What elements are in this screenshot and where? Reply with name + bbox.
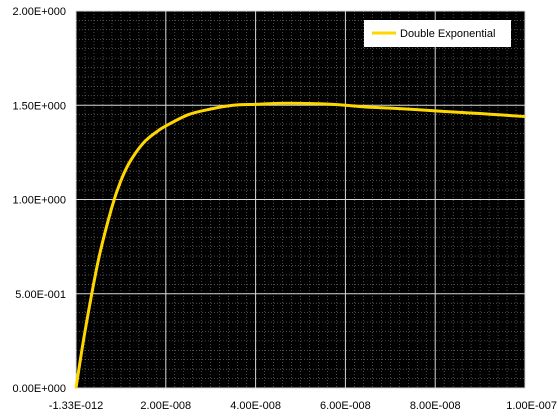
data-point (322, 103, 324, 105)
data-point (111, 206, 113, 208)
legend-label: Double Exponential (400, 28, 495, 40)
x-tick-label: 6.00E-008 (320, 400, 371, 412)
x-tick-label: 4.00E-008 (230, 400, 281, 412)
data-point (479, 112, 481, 115)
x-tick-label: 1.00E-007 (506, 400, 557, 412)
data-point (277, 102, 279, 105)
data-point (156, 130, 158, 133)
data-point (434, 110, 437, 112)
data-point (344, 104, 347, 107)
data-point (367, 106, 369, 108)
data-point (456, 111, 459, 114)
y-tick-label: 5.00E-001 (15, 289, 66, 301)
data-point (524, 115, 526, 118)
x-tick-label: -1.33E-012 (49, 400, 103, 412)
data-point (84, 330, 86, 333)
y-axis-ticks: 0.00E+000 5.00E-001 1.00E+000 1.50E+000 2.00… (12, 6, 66, 395)
data-point (187, 113, 190, 116)
data-point (254, 103, 257, 106)
data-point (411, 108, 414, 111)
data-point (232, 104, 234, 107)
data-point (129, 161, 131, 163)
data-point (165, 125, 167, 127)
y-tick-label: 1.50E+000 (12, 100, 66, 112)
legend: Double Exponential (364, 20, 511, 47)
data-point (209, 108, 212, 110)
x-tick-label: 2.00E-008 (140, 400, 191, 412)
x-axis-ticks: -1.33E-012 2.00E-008 4.00E-008 6.00E-008 8.0… (49, 400, 557, 412)
y-tick-label: 1.00E+000 (12, 195, 66, 207)
data-point (299, 102, 302, 105)
data-point (97, 259, 100, 261)
y-tick-label: 2.00E+000 (12, 6, 66, 18)
data-point (120, 179, 122, 182)
data-point (501, 114, 504, 116)
major-grid (75, 10, 526, 389)
data-point (75, 387, 77, 389)
data-point (142, 142, 145, 144)
y-tick-label: 0.00E+000 (12, 383, 66, 395)
x-tick-label: 8.00E-008 (410, 400, 461, 412)
series-layer (74, 101, 526, 389)
data-point (389, 107, 392, 109)
